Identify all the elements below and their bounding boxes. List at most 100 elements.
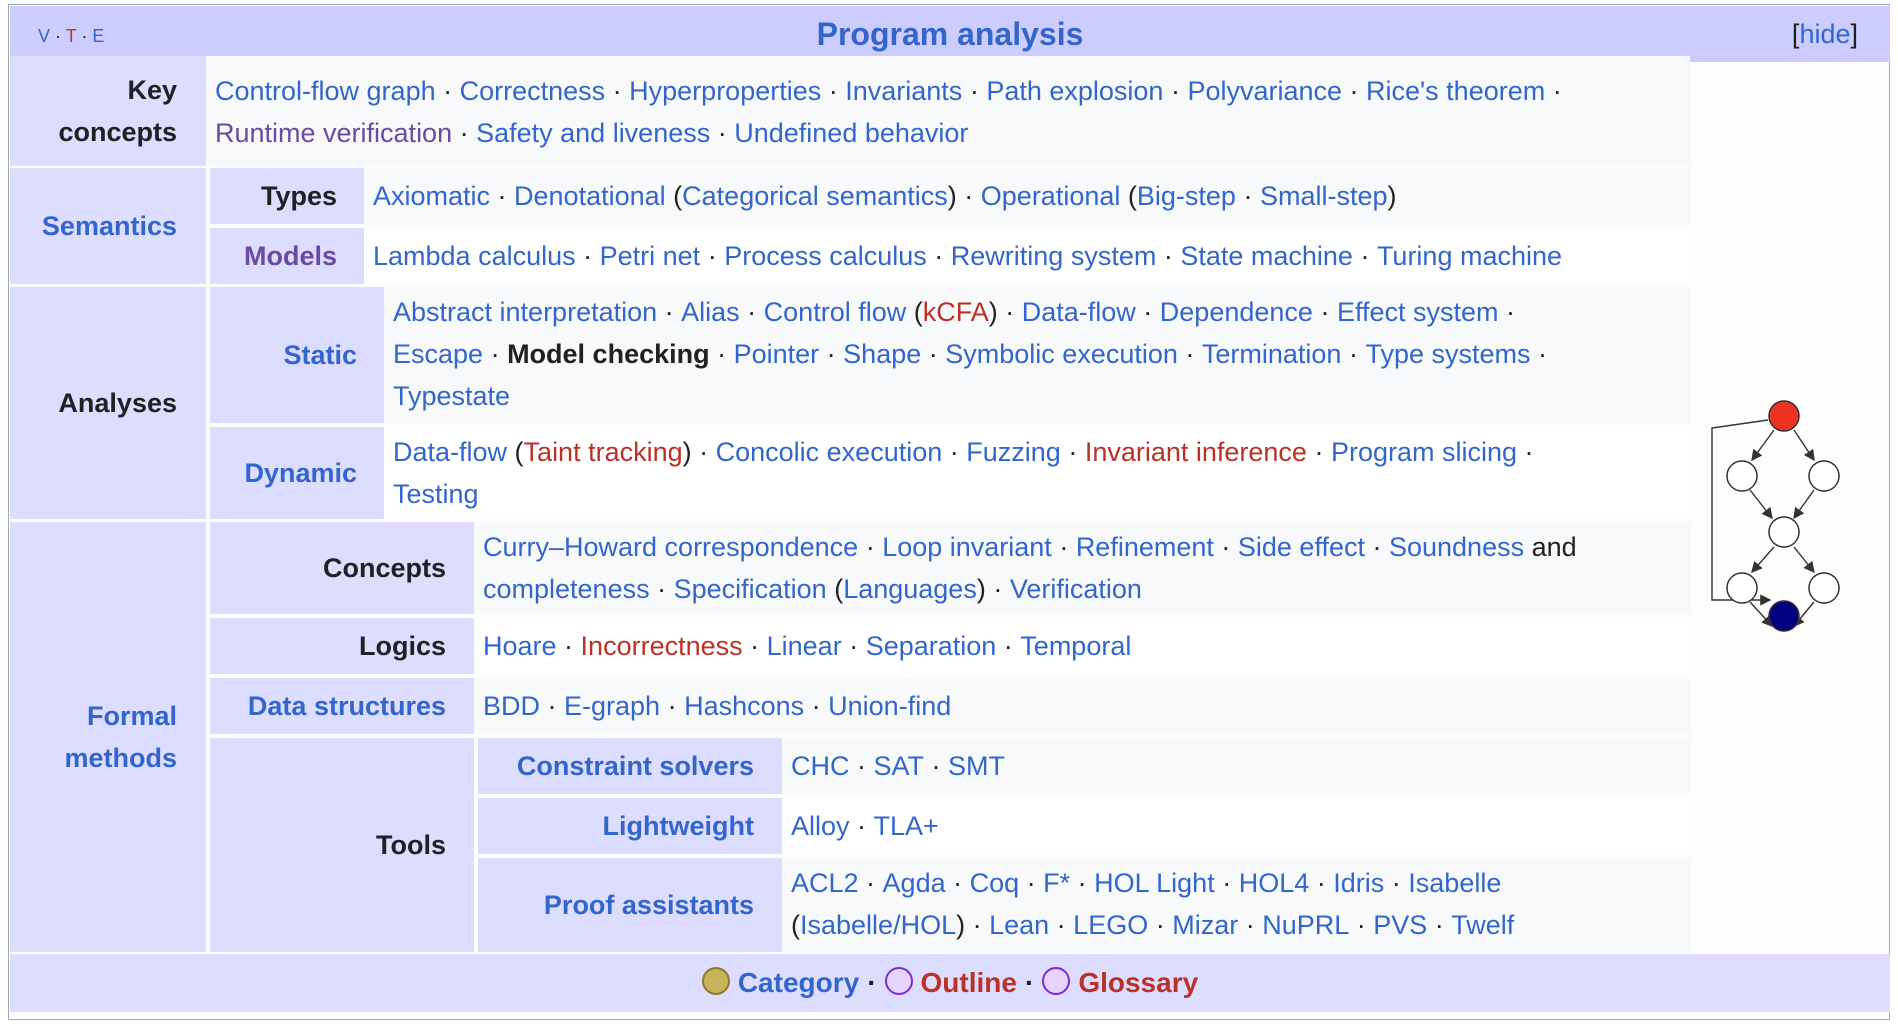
link-idris[interactable]: Idris <box>1333 868 1385 898</box>
link-sat[interactable]: SAT <box>873 751 925 781</box>
subgroup-static[interactable]: Static <box>210 287 384 423</box>
link-typestate[interactable]: Typestate <box>393 381 511 411</box>
link-turing-machine[interactable]: Turing machine <box>1376 241 1563 271</box>
link-lego[interactable]: LEGO <box>1073 910 1149 940</box>
link-control-flow[interactable]: Control flow <box>763 297 907 327</box>
link-petri-net[interactable]: Petri net <box>599 241 701 271</box>
link-invariants[interactable]: Invariants <box>845 76 963 106</box>
link-denotational[interactable]: Denotational <box>514 181 666 211</box>
link-polyvariance[interactable]: Polyvariance <box>1187 76 1343 106</box>
edit-template-link[interactable]: E <box>92 26 105 46</box>
link-alias[interactable]: Alias <box>681 297 740 327</box>
link-shape[interactable]: Shape <box>843 339 922 369</box>
link-temporal[interactable]: Temporal <box>1020 631 1132 661</box>
link-invariant-inference[interactable]: Invariant inference <box>1084 437 1307 467</box>
link-path-explosion[interactable]: Path explosion <box>986 76 1164 106</box>
link-acl2[interactable]: ACL2 <box>791 868 859 898</box>
link-side-effect[interactable]: Side effect <box>1237 532 1365 562</box>
subgroup-proof-assistants[interactable]: Proof assistants <box>478 858 782 952</box>
link-smt[interactable]: SMT <box>948 751 1006 781</box>
link-glossary[interactable]: Glossary <box>1078 967 1199 998</box>
link-separation[interactable]: Separation <box>865 631 997 661</box>
link-program-slicing[interactable]: Program slicing <box>1330 437 1518 467</box>
subgroup-models[interactable]: Models <box>210 228 364 284</box>
link-bdd[interactable]: BDD <box>483 691 541 721</box>
link-hoare[interactable]: Hoare <box>483 631 557 661</box>
link-correctness[interactable]: Correctness <box>459 76 606 106</box>
link-rices-theorem[interactable]: Rice's theorem <box>1366 76 1546 106</box>
link-specification[interactable]: Specification <box>673 574 827 604</box>
link-hol-light[interactable]: HOL Light <box>1094 868 1215 898</box>
link-concolic-execution[interactable]: Concolic execution <box>715 437 943 467</box>
link-big-step[interactable]: Big-step <box>1136 181 1236 211</box>
link-pointer[interactable]: Pointer <box>733 339 820 369</box>
link-categorical-semantics[interactable]: Categorical semantics <box>682 181 948 211</box>
link-outline[interactable]: Outline <box>920 967 1017 998</box>
link-refinement[interactable]: Refinement <box>1075 532 1214 562</box>
link-process-calculus[interactable]: Process calculus <box>724 241 927 271</box>
link-agda[interactable]: Agda <box>882 868 946 898</box>
link-pvs[interactable]: PVS <box>1373 910 1428 940</box>
list-formal-logics: Hoare · Incorrectness · Linear · Separat… <box>474 618 1690 674</box>
link-type-systems[interactable]: Type systems <box>1365 339 1531 369</box>
link-fuzzing[interactable]: Fuzzing <box>966 437 1061 467</box>
link-rewriting-system[interactable]: Rewriting system <box>950 241 1157 271</box>
link-runtime-verification[interactable]: Runtime verification <box>215 118 453 148</box>
link-loop-invariant[interactable]: Loop invariant <box>882 532 1052 562</box>
subgroup-data-structures[interactable]: Data structures <box>210 678 474 734</box>
view-template-link[interactable]: V <box>38 26 51 46</box>
link-taint-tracking[interactable]: Taint tracking <box>523 437 683 467</box>
link-coq[interactable]: Coq <box>969 868 1020 898</box>
link-e-graph[interactable]: E-graph <box>564 691 661 721</box>
link-state-machine[interactable]: State machine <box>1180 241 1353 271</box>
link-symbolic-execution[interactable]: Symbolic execution <box>945 339 1178 369</box>
link-testing[interactable]: Testing <box>393 479 479 509</box>
link-category[interactable]: Category <box>737 967 860 998</box>
link-data-flow-dynamic[interactable]: Data-flow <box>393 437 508 467</box>
link-lean[interactable]: Lean <box>989 910 1050 940</box>
link-chc[interactable]: CHC <box>791 751 850 781</box>
link-data-flow[interactable]: Data-flow <box>1021 297 1136 327</box>
link-hol4[interactable]: HOL4 <box>1238 868 1310 898</box>
link-union-find[interactable]: Union-find <box>828 691 952 721</box>
link-alloy[interactable]: Alloy <box>791 811 850 841</box>
subgroup-lightweight[interactable]: Lightweight <box>478 798 782 854</box>
link-lambda-calculus[interactable]: Lambda calculus <box>373 241 576 271</box>
subgroup-constraint-solvers[interactable]: Constraint solvers <box>478 738 782 794</box>
link-undefined-behavior[interactable]: Undefined behavior <box>734 118 969 148</box>
link-languages[interactable]: Languages <box>843 574 977 604</box>
link-soundness[interactable]: Soundness <box>1388 532 1525 562</box>
link-curry-howard[interactable]: Curry–Howard correspondence <box>483 532 859 562</box>
link-control-flow-graph[interactable]: Control-flow graph <box>215 76 436 106</box>
link-verification[interactable]: Verification <box>1009 574 1142 604</box>
link-hyperproperties[interactable]: Hyperproperties <box>629 76 822 106</box>
link-tla-plus[interactable]: TLA+ <box>873 811 939 841</box>
link-linear[interactable]: Linear <box>766 631 842 661</box>
link-axiomatic[interactable]: Axiomatic <box>373 181 491 211</box>
link-incorrectness[interactable]: Incorrectness <box>580 631 743 661</box>
link-isabelle[interactable]: Isabelle <box>1408 868 1502 898</box>
group-formal-methods[interactable]: Formal methods <box>10 522 206 952</box>
link-f-star[interactable]: F* <box>1043 868 1071 898</box>
bullet-separator: · <box>1060 437 1085 467</box>
link-hashcons[interactable]: Hashcons <box>684 691 805 721</box>
link-small-step[interactable]: Small-step <box>1259 181 1388 211</box>
link-termination[interactable]: Termination <box>1201 339 1342 369</box>
link-twelf[interactable]: Twelf <box>1451 910 1515 940</box>
link-isabelle-hol[interactable]: Isabelle/HOL <box>800 910 957 940</box>
link-completeness[interactable]: completeness <box>483 574 650 604</box>
link-operational[interactable]: Operational <box>980 181 1121 211</box>
link-abstract-interpretation[interactable]: Abstract interpretation <box>393 297 658 327</box>
link-dependence[interactable]: Dependence <box>1159 297 1313 327</box>
talk-template-link[interactable]: T <box>65 26 77 46</box>
link-safety-and-liveness[interactable]: Safety and liveness <box>476 118 711 148</box>
link-effect-system[interactable]: Effect system <box>1336 297 1499 327</box>
link-kcfa[interactable]: kCFA <box>922 297 989 327</box>
hide-toggle[interactable]: [hide] <box>1791 19 1858 49</box>
link-nuprl[interactable]: NuPRL <box>1262 910 1350 940</box>
link-mizar[interactable]: Mizar <box>1172 910 1239 940</box>
group-semantics[interactable]: Semantics <box>10 168 206 284</box>
subgroup-dynamic[interactable]: Dynamic <box>210 427 384 519</box>
navbox-title-link[interactable]: Program analysis <box>816 16 1084 52</box>
link-escape[interactable]: Escape <box>393 339 484 369</box>
